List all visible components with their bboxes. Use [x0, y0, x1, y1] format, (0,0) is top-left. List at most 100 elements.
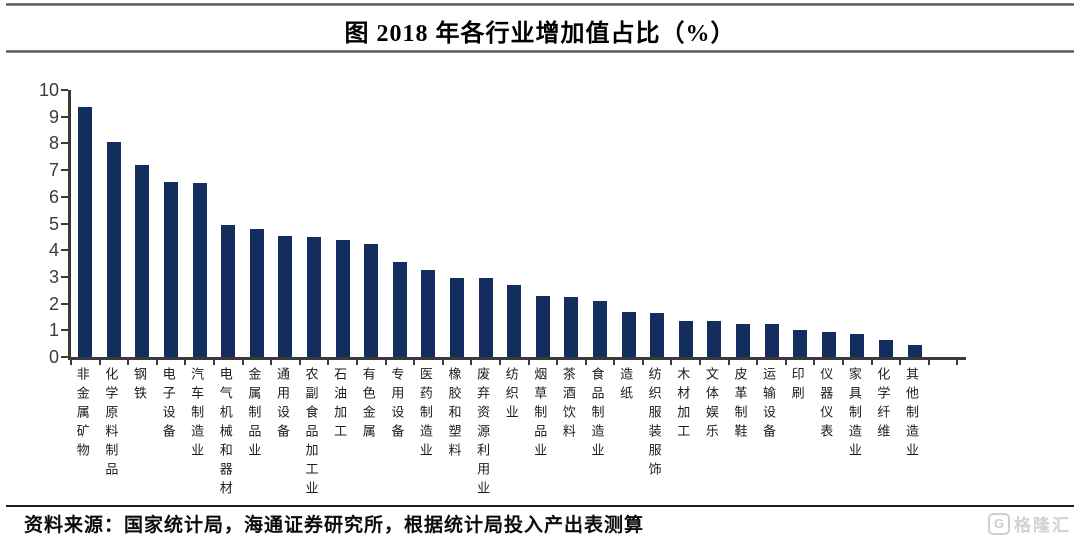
x-axis-label: 皮革制鞋: [732, 367, 748, 443]
x-axis-tick: [641, 360, 644, 365]
bar-6: [221, 224, 236, 357]
x-axis-tick: [784, 360, 787, 365]
x-axis-label: 仪器仪表: [818, 367, 834, 443]
bar-21: [650, 312, 665, 357]
y-axis-tick-label: 1: [48, 320, 59, 341]
x-axis-tick: [384, 360, 387, 365]
y-axis-tick-label: 8: [48, 133, 59, 154]
bar-15: [478, 278, 493, 357]
x-axis-label: 电气机械和器材: [217, 367, 233, 500]
x-axis-tick: [441, 360, 444, 365]
x-axis-label: 非金属矿物: [74, 367, 90, 462]
top-rule: [6, 3, 1074, 6]
x-axis-tick: [613, 360, 616, 365]
watermark-text: 格隆汇: [1014, 516, 1071, 535]
x-axis-tick: [298, 360, 301, 365]
bar-28: [850, 334, 865, 357]
y-axis-tick-label: 2: [48, 293, 59, 314]
x-axis-label: 石油加工: [332, 367, 348, 443]
y-axis-tick: [61, 195, 68, 198]
y-axis-tick-label: 9: [48, 106, 59, 127]
bar-3: [135, 164, 150, 357]
bar-1: [78, 107, 93, 357]
bar-9: [307, 236, 322, 357]
x-axis-label: 通用设备: [274, 367, 290, 443]
x-axis-label: 文体娱乐: [703, 367, 719, 443]
x-axis-tick: [241, 360, 244, 365]
x-axis-label: 化学原料制品: [103, 367, 119, 481]
bar-chart: 0 1 2 3 4 5 6 7 8 9 10 非金属矿物 化学原料制品 钢铁 电子设备 汽车制造业 电气机械和…: [39, 80, 966, 500]
x-axis-label: 印刷: [789, 367, 805, 405]
bar-22: [678, 320, 693, 357]
x-axis-tick: [70, 360, 72, 365]
x-axis-tick: [727, 360, 730, 365]
bar-8: [278, 235, 293, 357]
x-axis-label: 金属制品业: [246, 367, 262, 462]
x-axis-tick: [470, 360, 473, 365]
x-axis-tick: [870, 360, 873, 365]
x-axis-label: 专用设备: [389, 367, 405, 443]
x-axis-label: 烟草制品业: [532, 367, 548, 462]
bar-4: [164, 182, 179, 357]
title-rule: [6, 50, 1074, 53]
y-axis-tick-label: 3: [48, 266, 59, 287]
gelonghui-watermark: G 格隆汇: [988, 511, 1071, 536]
bar-27: [821, 331, 836, 357]
x-axis-tick: [184, 360, 187, 365]
y-axis-tick-label: 6: [48, 186, 59, 207]
y-axis-tick: [61, 142, 68, 145]
x-axis-tick: [756, 360, 759, 365]
x-axis-label: 电子设备: [160, 367, 176, 443]
bar-5: [192, 183, 207, 357]
x-axis-tick: [498, 360, 501, 365]
bar-30: [907, 345, 922, 357]
x-axis-label: 农副食品加工业: [303, 367, 319, 500]
bar-13: [421, 270, 436, 357]
bar-14: [450, 278, 465, 357]
x-axis-tick: [413, 360, 416, 365]
bar-16: [507, 284, 522, 357]
y-axis-tick: [61, 329, 68, 332]
x-axis-tick: [899, 360, 902, 365]
bar-19: [592, 300, 607, 357]
x-axis-tick: [355, 360, 358, 365]
x-axis-tick: [699, 360, 702, 365]
x-axis-tick: [584, 360, 587, 365]
x-axis-label: 医药制造业: [417, 367, 433, 462]
bar-23: [707, 320, 722, 357]
x-axis-label: 食品制造业: [589, 367, 605, 462]
bar-10: [335, 239, 350, 357]
gelonghui-logo-icon: G: [988, 512, 1010, 535]
y-axis-tick-label: 0: [48, 347, 59, 367]
x-axis-label: 纺织服装服饰: [646, 367, 662, 481]
bar-25: [764, 323, 779, 357]
y-axis-tick: [61, 169, 68, 172]
x-axis-label: 有色金属: [360, 367, 376, 443]
x-axis-tick: [842, 360, 845, 365]
x-axis-label: 其他制造业: [904, 367, 920, 462]
y-axis-tick: [61, 275, 68, 278]
x-axis-label: 橡胶和塑料: [446, 367, 462, 462]
bar-29: [878, 339, 893, 357]
x-axis-tick: [556, 360, 559, 365]
x-axis-tick: [98, 360, 101, 365]
y-axis-tick: [61, 302, 68, 305]
plot-area: 0 1 2 3 4 5 6 7 8 9 10: [39, 80, 966, 367]
bar-20: [621, 311, 636, 357]
y-axis-tick-label: 7: [48, 160, 59, 181]
x-axis-label: 钢铁: [131, 367, 147, 405]
y-axis-tick-label: 5: [48, 213, 59, 234]
x-axis-tick: [527, 360, 530, 365]
x-axis-label: 废弃资源利用业: [475, 367, 491, 500]
x-axis-tick: [270, 360, 273, 365]
footer-rule: [6, 505, 1074, 507]
x-axis-tick: [127, 360, 130, 365]
x-axis-tick: [212, 360, 215, 365]
y-axis-tick: [61, 249, 68, 252]
x-axis-label: 木材加工: [675, 367, 691, 443]
x-axis-label: 运输设备: [761, 367, 777, 443]
bar-24: [735, 323, 750, 357]
x-axis-tick: [813, 360, 816, 365]
x-axis-tick: [155, 360, 158, 365]
